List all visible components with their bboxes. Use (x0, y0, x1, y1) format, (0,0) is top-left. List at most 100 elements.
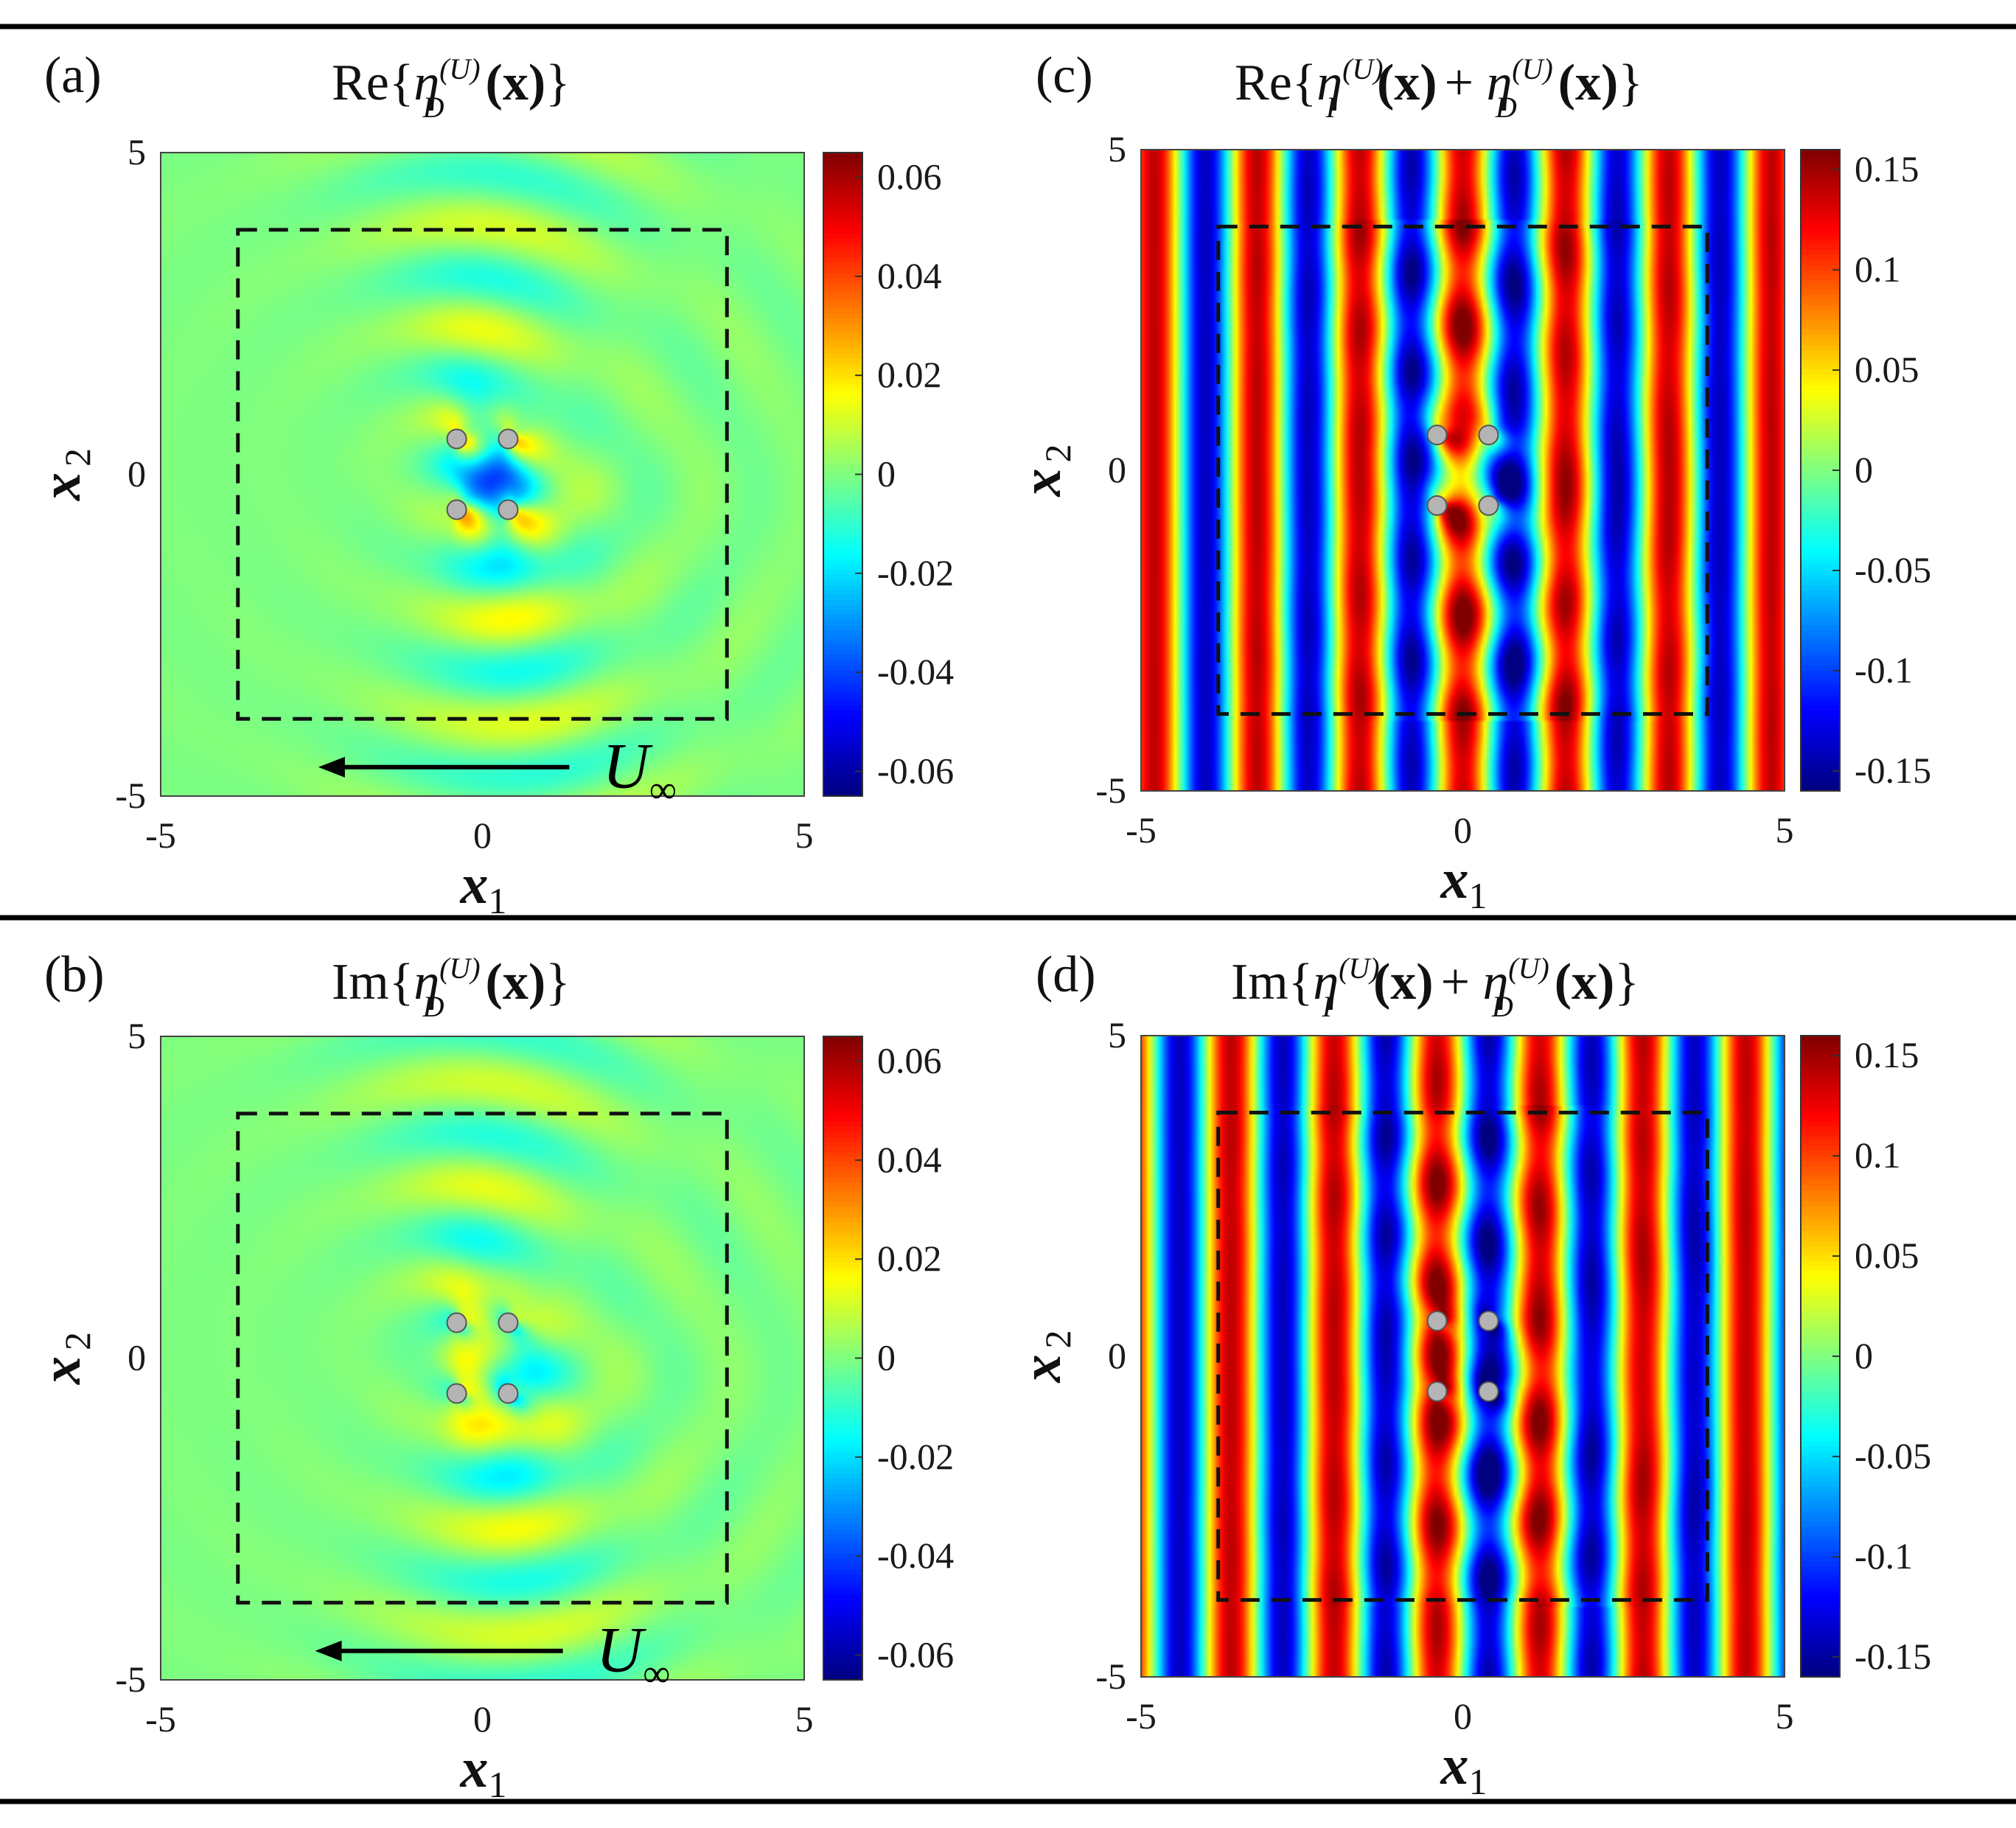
colorbar-segment (1801, 299, 1840, 306)
colorbar-segment (823, 1398, 862, 1404)
colorbar-segment (1801, 585, 1840, 592)
colorbar-segment (1801, 655, 1840, 662)
colorbar-segment (1801, 495, 1840, 501)
colorbar-segment (1801, 1065, 1840, 1072)
colorbar-segment (823, 524, 862, 531)
colorbar-segment (823, 514, 862, 520)
colorbar-segment (1801, 1311, 1840, 1317)
colorbar-segment (1801, 615, 1840, 621)
dashed-box (1216, 224, 1709, 716)
colorbar-segment (823, 378, 862, 385)
colorbar-segment (823, 424, 862, 430)
colorbar-tick-label: -0.02 (877, 1436, 954, 1477)
title-subscript: I (1322, 990, 1333, 1023)
colorbar-segment (1801, 1306, 1840, 1312)
colorbar-segment (823, 1509, 862, 1515)
colorbar-segment (1801, 220, 1840, 226)
colorbar-segment (1801, 781, 1840, 787)
colorbar-segment (823, 725, 862, 732)
colorbar-segment (1801, 691, 1840, 697)
colorbar-segment (823, 1277, 862, 1284)
colorbar-segment (1801, 725, 1840, 732)
colorbar-segment (1801, 736, 1840, 742)
colorbar-segment (823, 469, 862, 475)
colorbar-tick-label: 0.15 (1855, 1034, 1919, 1075)
colorbar-segment (1801, 420, 1840, 426)
colorbar-segment (1801, 1036, 1840, 1042)
colorbar-segment (1801, 660, 1840, 667)
title-operator: Re{ (332, 55, 414, 111)
x-axis-label: x1 (460, 1737, 507, 1805)
colorbar-segment (823, 1644, 862, 1651)
colorbar-segment (823, 198, 862, 204)
colorbar-segment (823, 333, 862, 340)
colorbar-segment (823, 203, 862, 209)
title-close-brace: } (1614, 954, 1639, 1011)
colorbar-tick-label: -0.1 (1855, 649, 1913, 691)
cylinder-marker (498, 1383, 519, 1404)
colorbar-tick-label: 0.1 (1855, 248, 1901, 290)
colorbar-segment (823, 585, 862, 591)
colorbar-segment (823, 766, 862, 772)
colorbar-segment (823, 1448, 862, 1455)
colorbar-segment (823, 610, 862, 616)
colorbar-segment (1801, 1456, 1840, 1462)
colorbar-segment (1801, 1391, 1840, 1398)
colorbar-tick-label: 0.05 (1855, 1235, 1919, 1276)
colorbar-segment (823, 1504, 862, 1510)
colorbar-segment (823, 1413, 862, 1420)
colorbar-segment (1801, 1556, 1840, 1563)
colorbar-segment (1801, 635, 1840, 642)
colorbar-segment (1801, 1481, 1840, 1487)
colorbar-segment (1801, 1050, 1840, 1057)
title-plus: + (1441, 954, 1483, 1011)
colorbar-segment (823, 1372, 862, 1379)
colorbar-segment (823, 615, 862, 621)
colorbar-segment (1801, 1241, 1840, 1247)
colorbar-segment (823, 1121, 862, 1128)
panel-c: -5 0 5 5 0 -5 x1 x2 0.15 0.1 0.05 0 -0.05 -0.1 -0.15 (c… (1011, 47, 1931, 916)
title-superscript: (U) (439, 952, 481, 985)
colorbar-segment (1801, 575, 1840, 582)
colorbar-segment (823, 303, 862, 310)
colorbar-tick-label: -0.06 (877, 750, 954, 791)
y-tick-label: 5 (1108, 128, 1126, 170)
colorbar-segment (823, 439, 862, 445)
colorbar-tick-label: 0.04 (877, 255, 942, 296)
colorbar-segment (823, 268, 862, 274)
colorbar-segment (1801, 460, 1840, 467)
colorbar-segment (823, 519, 862, 526)
colorbar-tick-label: 0.15 (1855, 148, 1919, 189)
colorbar-segment (823, 1292, 862, 1299)
colorbar-segment (1801, 786, 1840, 792)
title-symbol: η (414, 954, 439, 1011)
title-argument: (x) (486, 55, 546, 111)
colorbar-segment (1801, 1131, 1840, 1137)
colorbar-segment (823, 715, 862, 722)
colorbar-segment (1801, 525, 1840, 531)
colorbar-segment (823, 474, 862, 481)
colorbar-segment (1801, 750, 1840, 757)
y-axis-label: x2 (30, 1332, 98, 1385)
colorbar-segment (1801, 515, 1840, 521)
colorbar-segment (1801, 1251, 1840, 1257)
colorbar-segment (823, 690, 862, 697)
colorbar-segment (823, 1383, 862, 1389)
colorbar-segment (823, 1288, 862, 1294)
colorbar-segment (823, 579, 862, 586)
title-subscript: D (1491, 990, 1513, 1023)
colorbar-segment (823, 1036, 862, 1042)
colorbar-segment (823, 1594, 862, 1600)
colorbar-segment (823, 399, 862, 405)
colorbar-segment (823, 293, 862, 299)
y-axis-label-subscript: 2 (57, 1332, 98, 1350)
colorbar-segment (823, 343, 862, 349)
colorbar-segment (1801, 1627, 1840, 1633)
colorbar-segment (1801, 304, 1840, 311)
colorbar-segment (823, 1393, 862, 1400)
colorbar-segment (823, 685, 862, 691)
colorbar-segment (1801, 249, 1840, 256)
colorbar-segment (823, 1338, 862, 1344)
colorbar-segment (823, 187, 862, 194)
